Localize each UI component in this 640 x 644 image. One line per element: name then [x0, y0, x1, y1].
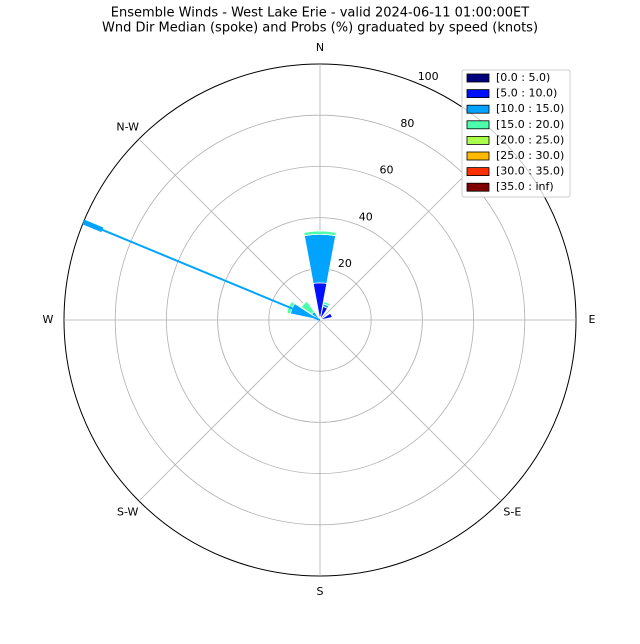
direction-label: E — [589, 313, 596, 326]
direction-label: N-W — [116, 121, 139, 134]
legend-swatch — [467, 168, 489, 176]
legend-swatch — [467, 121, 489, 129]
direction-label: N — [316, 41, 324, 54]
legend-label: [35.0 : inf) — [496, 180, 554, 193]
direction-label: S — [317, 585, 324, 598]
legend-label: [15.0 : 20.0) — [496, 118, 564, 131]
direction-label: W — [43, 313, 54, 326]
legend-swatch — [467, 183, 489, 191]
ring-label: 20 — [338, 257, 352, 270]
legend-label: [20.0 : 25.0) — [496, 133, 564, 146]
ring-label: 80 — [400, 117, 414, 130]
legend-swatch — [467, 152, 489, 160]
legend-label: [10.0 : 15.0) — [496, 102, 564, 115]
ring-label: 60 — [380, 164, 394, 177]
chart-title: Ensemble Winds - West Lake Erie - valid … — [111, 6, 529, 21]
ring-label: 100 — [418, 70, 439, 83]
legend-swatch — [467, 74, 489, 82]
legend-swatch — [467, 90, 489, 98]
ring-label: 40 — [359, 210, 373, 223]
chart-subtitle: Wnd Dir Median (spoke) and Probs (%) gra… — [102, 21, 538, 36]
direction-label: S-E — [503, 505, 521, 518]
legend-label: [25.0 : 30.0) — [496, 149, 564, 162]
legend-label: [5.0 : 10.0) — [496, 87, 557, 100]
legend-label: [0.0 : 5.0) — [496, 71, 550, 84]
legend-swatch — [467, 136, 489, 144]
legend-label: [30.0 : 35.0) — [496, 165, 564, 178]
direction-label: S-W — [117, 505, 139, 518]
legend-swatch — [467, 105, 489, 113]
